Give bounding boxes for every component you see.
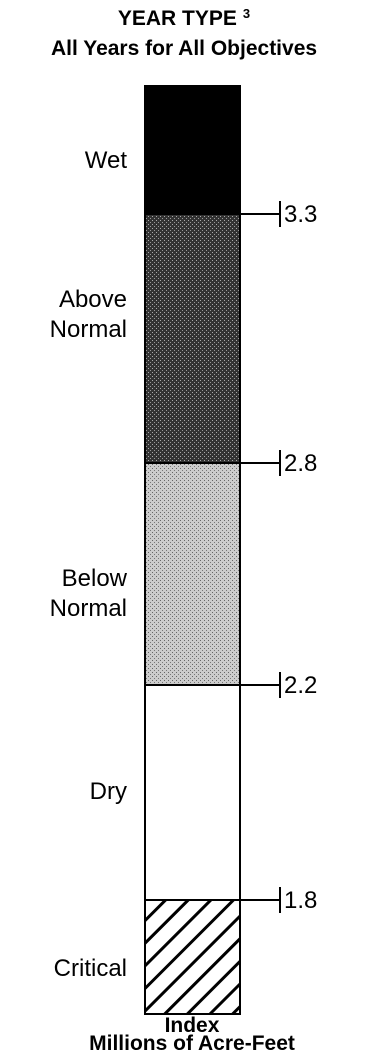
segment-below-normal: [144, 462, 241, 686]
segment-label: Dry: [90, 778, 127, 805]
footer-line: Millions of Acre-Feet: [89, 1032, 295, 1053]
threshold-label: 1.8: [284, 887, 317, 914]
segment-above-normal: [144, 213, 241, 464]
bar: [144, 85, 241, 1015]
threshold-label: 2.2: [284, 672, 317, 699]
title: YEAR TYPE 3: [118, 6, 250, 30]
title-text: YEAR TYPE: [118, 7, 237, 30]
segment-label: Critical: [54, 955, 127, 982]
superscript: 3: [243, 6, 250, 21]
subtitle: All Years for All Objectives: [51, 37, 317, 60]
threshold-label: 3.3: [284, 201, 317, 228]
segment-label: Wet: [85, 147, 128, 174]
segment-label: Below: [62, 565, 128, 592]
threshold-label: 2.8: [284, 450, 317, 477]
segment-dry: [144, 684, 241, 901]
footer-line: Index: [165, 1014, 220, 1037]
segment-critical: [144, 899, 241, 1015]
segment-label: Normal: [50, 595, 127, 622]
segment-label: Normal: [50, 316, 127, 343]
segment-wet: [144, 85, 241, 215]
segment-label: Above: [59, 286, 127, 313]
